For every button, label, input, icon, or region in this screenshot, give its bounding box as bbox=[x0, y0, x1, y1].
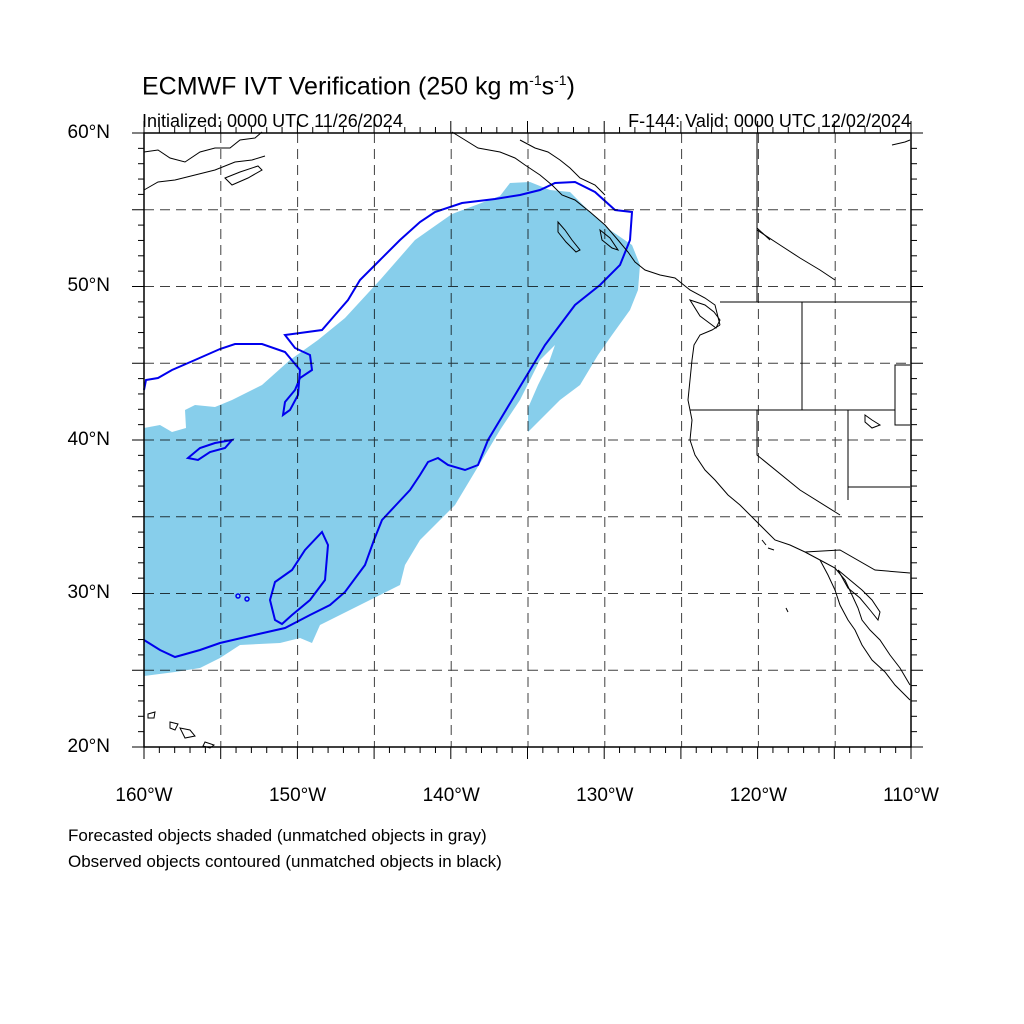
observed-object-contour-small bbox=[185, 438, 235, 462]
note-forecast: Forecasted objects shaded (unmatched obj… bbox=[68, 826, 487, 845]
lat-label-60: 60°N bbox=[67, 122, 110, 143]
lat-label-20: 20°N bbox=[67, 736, 110, 757]
observed-object-contour-main bbox=[143, 180, 634, 659]
lon-label-150w: 150°W bbox=[268, 785, 327, 806]
observed-object-dot bbox=[235, 593, 241, 599]
initialized-time: Initialized: 0000 UTC 11/26/2024 bbox=[142, 111, 403, 131]
valid-time: F-144: Valid: 0000 UTC 12/02/2024 bbox=[628, 111, 911, 131]
lon-label-110w: 110°W bbox=[883, 785, 939, 806]
lon-label-130w: 130°W bbox=[576, 785, 634, 806]
forecast-object-shaded bbox=[144, 182, 640, 676]
grid-lines bbox=[144, 133, 911, 747]
lat-label-40: 40°N bbox=[67, 429, 110, 450]
lon-label-160w: 160°W bbox=[115, 785, 173, 806]
lat-label-30: 30°N bbox=[67, 582, 110, 603]
observed-object-contour-loop bbox=[268, 530, 330, 626]
note-observed: Observed objects contoured (unmatched ob… bbox=[68, 852, 502, 871]
observed-object-dot bbox=[244, 596, 250, 602]
axis-ticks bbox=[132, 121, 923, 759]
lon-label-140w: 140°W bbox=[422, 785, 480, 806]
lat-label-50: 50°N bbox=[67, 275, 110, 296]
lon-label-120w: 120°W bbox=[729, 785, 788, 806]
chart-title: ECMWF IVT Verification (250 kg m-1s-1) bbox=[142, 72, 575, 101]
